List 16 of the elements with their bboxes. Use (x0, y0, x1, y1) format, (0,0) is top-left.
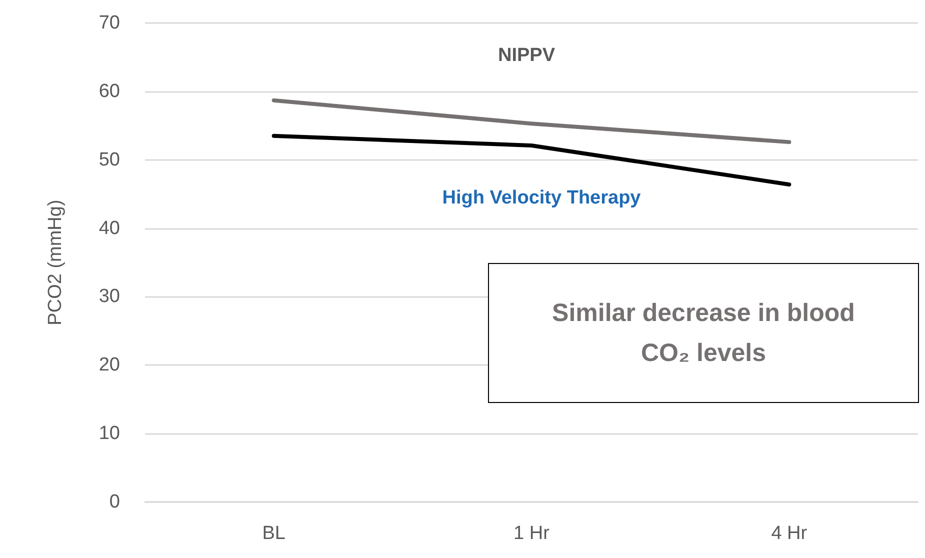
y-axis-title: PCO2 (mmHg) (45, 200, 66, 326)
y-tick-label: 50 (98, 149, 120, 170)
text: NIPPV (498, 44, 556, 66)
x-tick-label: BL (262, 523, 286, 544)
y-tick-label: 30 (98, 286, 120, 308)
y-tick-label: 0 (109, 492, 120, 512)
annotation: Similar decrease in blood CO₂ levels (552, 298, 855, 369)
y-tick-label: 10 (98, 423, 120, 444)
y-tick-label: 60 (98, 80, 120, 102)
series-label: High Velocity Therapy (442, 187, 642, 208)
x-tick-label: 1 Hr (514, 523, 550, 544)
text-box: Similar decrease in blood CO₂ levels (488, 263, 919, 403)
y-tick-label: 40 (98, 218, 120, 239)
y-tick-label: 20 (98, 354, 120, 376)
y-tick-label: 70 (98, 12, 120, 34)
x-tick-label: 4 Hr (771, 523, 808, 544)
